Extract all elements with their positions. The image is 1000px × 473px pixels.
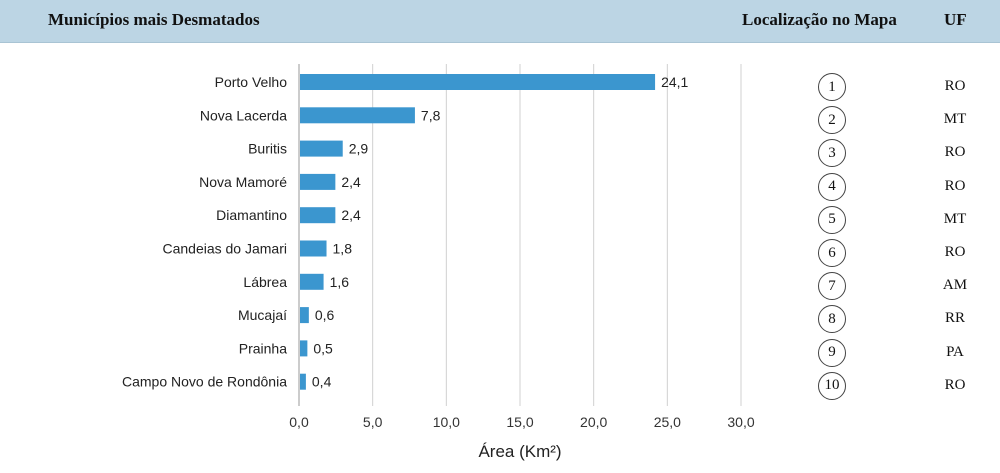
map-location-marker: 4 xyxy=(818,172,846,201)
data-label: 0,5 xyxy=(313,340,333,356)
map-location-marker: 9 xyxy=(818,338,846,367)
x-tick-label: 30,0 xyxy=(727,414,754,430)
category-label: Buritis xyxy=(248,141,287,157)
x-tick-label: 20,0 xyxy=(580,414,607,430)
uf-value: MT xyxy=(943,111,967,128)
uf-value: RO xyxy=(944,177,966,194)
uf-value: RR xyxy=(944,310,965,327)
bar xyxy=(300,207,336,224)
x-tick-label: 10,0 xyxy=(433,414,460,430)
data-label: 0,4 xyxy=(312,374,332,390)
x-tick-label: 25,0 xyxy=(654,414,681,430)
uf-value: MT xyxy=(943,210,967,227)
data-label: 1,6 xyxy=(330,274,350,290)
uf-value: RO xyxy=(944,244,966,260)
header-title: Municípios mais Desmatados xyxy=(48,10,260,29)
map-location-marker: 8 xyxy=(818,305,846,334)
category-label: Candeias do Jamari xyxy=(162,241,287,257)
uf-value: RO xyxy=(944,78,966,94)
bar xyxy=(300,273,324,290)
data-label: 7,8 xyxy=(421,107,441,123)
x-axis-title: Área (Km²) xyxy=(478,442,561,461)
category-label: Prainha xyxy=(239,340,287,356)
bar xyxy=(300,74,656,90)
data-label: 24,1 xyxy=(661,74,688,90)
map-location-marker: 1 xyxy=(818,73,846,101)
map-location-marker: 6 xyxy=(818,239,846,267)
map-location-marker: 10 xyxy=(818,371,846,400)
bar xyxy=(300,140,343,157)
bar xyxy=(300,373,306,390)
header-bar: Municípios mais Desmatados Localização n… xyxy=(0,0,1000,43)
bar xyxy=(300,340,308,357)
uf-value: AM xyxy=(942,277,968,294)
x-tick-label: 15,0 xyxy=(506,414,533,430)
category-label: Mucajaí xyxy=(238,307,287,323)
data-label: 2,4 xyxy=(341,207,361,223)
bar xyxy=(300,307,309,324)
category-label: Nova Mamoré xyxy=(199,174,287,190)
category-label: Nova Lacerda xyxy=(200,107,287,123)
data-label: 1,8 xyxy=(333,241,353,257)
bar xyxy=(300,107,415,124)
map-location-marker: 5 xyxy=(818,205,846,234)
uf-value: RO xyxy=(944,144,966,161)
map-location-marker: 7 xyxy=(818,272,846,301)
bar-chart: 0,0 5,0 10,0 15,0 20,0 25,0 30,0 Área (Km²) Port… xyxy=(122,64,755,461)
data-label: 2,9 xyxy=(349,141,369,157)
map-location-marker: 3 xyxy=(818,139,846,168)
x-tick-label: 5,0 xyxy=(363,414,383,430)
data-label: 0,6 xyxy=(315,307,335,323)
category-label: Diamantino xyxy=(216,207,287,223)
header-uf-column: UF xyxy=(944,10,967,29)
map-location-marker: 2 xyxy=(818,106,846,135)
header-location-column: Localização no Mapa xyxy=(742,10,897,29)
category-label: Porto Velho xyxy=(215,74,288,90)
bar xyxy=(300,173,336,190)
uf-value: RO xyxy=(944,376,966,393)
x-tick-label: 0,0 xyxy=(289,414,309,430)
uf-value: PA xyxy=(946,343,964,360)
data-label: 2,4 xyxy=(341,174,361,190)
bar xyxy=(300,240,327,257)
category-label: Lábrea xyxy=(243,274,287,290)
category-label: Campo Novo de Rondônia xyxy=(122,374,287,390)
